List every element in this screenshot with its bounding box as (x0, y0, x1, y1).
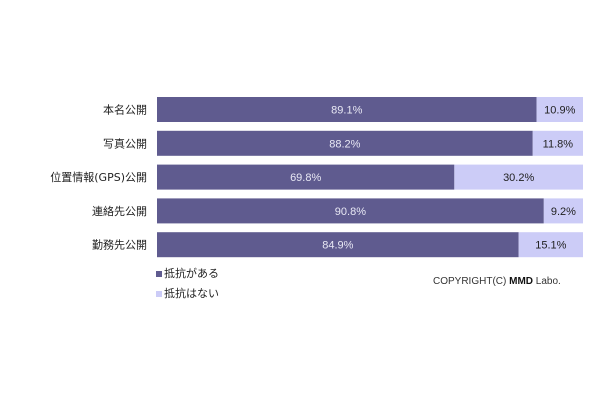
bar-segment (157, 97, 537, 122)
category-label: 写真公開 (103, 136, 147, 150)
bar-segment (157, 130, 533, 156)
category-label: 位置情報(GPS)公開 (50, 170, 147, 184)
legend-swatch (156, 291, 162, 297)
copyright-prefix: COPYRIGHT(C) (433, 276, 510, 287)
legend-label: 抵抗はない (164, 287, 219, 300)
copyright: COPYRIGHT(C) MMD Labo. (433, 276, 561, 287)
data-label: 15.1% (535, 240, 566, 252)
bar-segment (532, 130, 583, 156)
data-label: 89.1% (331, 105, 362, 117)
copyright-suffix: Labo. (533, 276, 561, 287)
bar-segment (454, 164, 583, 190)
data-label: 30.2% (503, 172, 534, 184)
copyright-brand: MMD (509, 276, 533, 287)
legend: 抵抗がある 抵抗はない (156, 264, 219, 304)
data-label: 10.9% (544, 105, 575, 117)
category-label: 勤務先公開 (92, 238, 147, 252)
data-label: 9.2% (551, 206, 576, 218)
data-label: 88.2% (329, 138, 360, 150)
bar-segment (543, 198, 583, 224)
category-label: 連絡先公開 (92, 204, 147, 218)
legend-label: 抵抗がある (164, 267, 219, 280)
legend-item-not-resistant: 抵抗はない (156, 284, 219, 304)
bar-segment (157, 198, 544, 224)
data-label: 84.9% (322, 240, 353, 252)
data-label: 90.8% (335, 206, 366, 218)
legend-item-resistant: 抵抗がある (156, 264, 219, 284)
data-label: 11.8% (543, 138, 574, 150)
legend-swatch (156, 271, 162, 277)
bar-segment (536, 97, 583, 122)
data-label: 69.8% (290, 172, 321, 184)
bar-segment (157, 164, 455, 190)
category-label: 本名公開 (103, 103, 147, 117)
bar-segment (157, 232, 519, 258)
bar-segment (518, 232, 583, 258)
